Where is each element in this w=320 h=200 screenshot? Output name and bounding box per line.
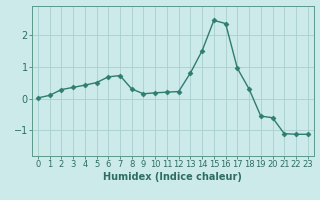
X-axis label: Humidex (Indice chaleur): Humidex (Indice chaleur) — [103, 172, 242, 182]
